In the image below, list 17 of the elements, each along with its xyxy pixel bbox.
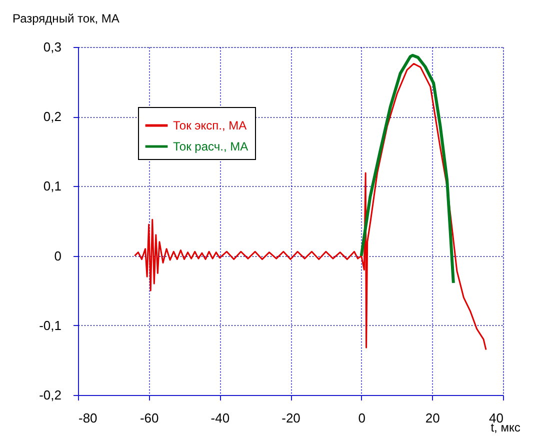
line-series xyxy=(134,62,487,351)
line-series xyxy=(360,54,455,284)
y-tick-label: 0 xyxy=(54,248,62,264)
x-tick-label: 0 xyxy=(358,410,366,426)
x-tick-label: -60 xyxy=(140,410,159,426)
x-tick-label: -20 xyxy=(282,410,300,426)
y-tick-label: 0,1 xyxy=(43,178,62,194)
y-tick-label: -0,2 xyxy=(39,388,62,402)
x-tick-label: -40 xyxy=(210,410,230,426)
legend-label: Ток эксп., МА xyxy=(173,118,247,132)
y-tick-label: -0,1 xyxy=(39,318,62,333)
x-tick-label: -80 xyxy=(78,410,98,426)
y-tick-label: 0,2 xyxy=(43,109,62,124)
y-tick-label: 0,3 xyxy=(43,40,62,54)
legend-label: Ток расч., МА xyxy=(173,140,248,154)
y-axis-title: Разрядный ток, МА xyxy=(12,12,120,26)
x-tick-label: 20 xyxy=(425,410,440,426)
